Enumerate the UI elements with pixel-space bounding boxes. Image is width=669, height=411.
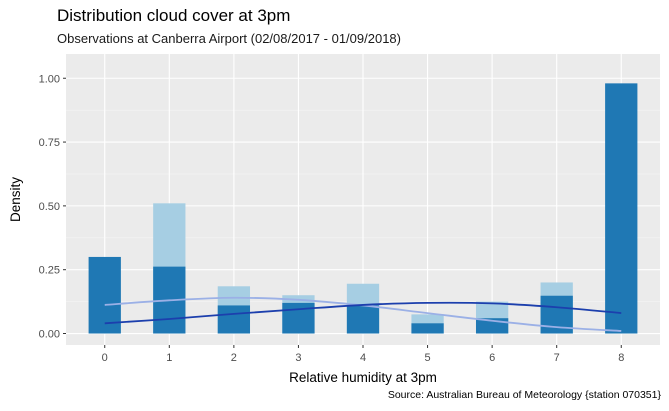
bar-series1-2 bbox=[217, 305, 251, 334]
x-axis-label: Relative humidity at 3pm bbox=[289, 370, 437, 385]
bar-series1-0 bbox=[88, 256, 121, 334]
x-tick-label: 1 bbox=[166, 352, 172, 364]
bar-series1-4 bbox=[346, 305, 380, 334]
x-tick-label: 8 bbox=[618, 352, 624, 364]
x-tick-label: 4 bbox=[360, 352, 366, 364]
y-tick-label: 0.25 bbox=[39, 265, 60, 277]
x-tick-label: 0 bbox=[102, 352, 108, 364]
chart-subtitle: Observations at Canberra Airport (02/08/… bbox=[57, 31, 401, 46]
y-tick-label: 0.50 bbox=[39, 201, 60, 213]
chart-title: Distribution cloud cover at 3pm bbox=[57, 6, 291, 25]
y-tick-label: 0.75 bbox=[39, 137, 60, 149]
bar-series1-3 bbox=[282, 302, 315, 334]
x-tick-label: 3 bbox=[295, 352, 301, 364]
x-tick-label: 7 bbox=[554, 352, 560, 364]
y-tick-label: 0.00 bbox=[39, 329, 60, 341]
chart-caption: Source: Australian Bureau of Meteorology… bbox=[387, 389, 661, 401]
smooth-line-series1 bbox=[104, 301, 622, 325]
y-axis-label: Density bbox=[8, 177, 23, 222]
x-tick-label: 2 bbox=[231, 352, 237, 364]
bar-series1-8 bbox=[605, 83, 638, 334]
bar-series1-5 bbox=[411, 323, 444, 334]
x-tick-label: 6 bbox=[489, 352, 495, 364]
y-tick-label: 1.00 bbox=[39, 73, 60, 85]
x-tick-label: 5 bbox=[425, 352, 431, 364]
